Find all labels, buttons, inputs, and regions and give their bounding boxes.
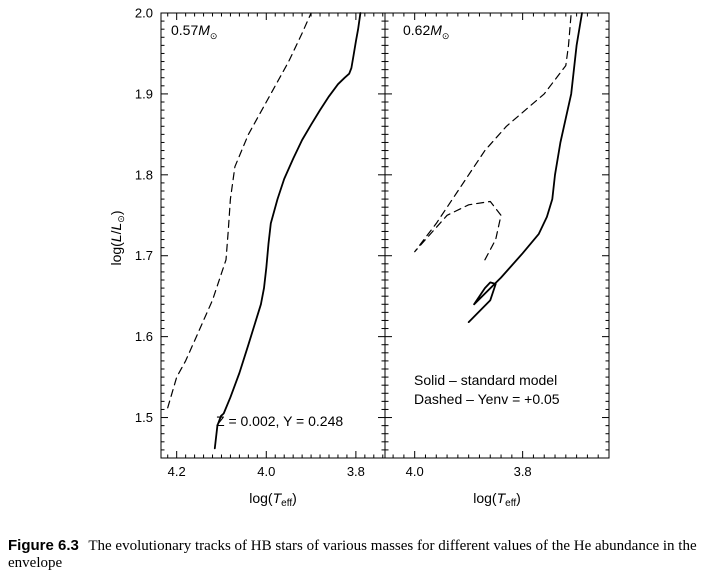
mass-label-left: 0.57M⊙ <box>171 22 217 41</box>
x-tick-label: 3.8 <box>514 464 532 479</box>
x-tick-label: 3.8 <box>347 464 365 479</box>
figure-label: Figure 6.3 <box>8 537 79 554</box>
y-tick-label: 1.9 <box>135 86 153 101</box>
mass-label-right: 0.62M⊙ <box>403 22 449 41</box>
x-axis-label-left: log(Teff) <box>249 490 297 509</box>
legend-solid-text: Solid – standard model <box>414 372 557 388</box>
y-tick-label: 1.7 <box>135 248 153 263</box>
x-tick-label: 4.0 <box>257 464 275 479</box>
dashed-track <box>167 12 312 409</box>
curves-right-panel <box>414 12 583 324</box>
solid-track <box>467 12 583 324</box>
x-axis-label-right: log(Teff) <box>473 490 521 509</box>
composition-annotation: Z = 0.002, Y = 0.248 <box>216 413 343 429</box>
x-tick-labels-right: 4.0 3.8 <box>406 464 532 479</box>
dashed-track <box>414 12 572 261</box>
legend-dashed-text: Dashed – Yenv = +0.05 <box>414 391 560 407</box>
x-tick-label: 4.0 <box>406 464 424 479</box>
ticks-right-panel <box>385 12 610 459</box>
y-tick-label: 1.5 <box>135 410 153 425</box>
y-tick-label: 1.8 <box>135 167 153 182</box>
caption-text: The evolutionary tracks of HB stars of v… <box>8 538 697 571</box>
ticks-left-panel <box>161 12 385 459</box>
x-tick-label: 4.2 <box>168 464 186 479</box>
panel-frame-left <box>160 12 386 459</box>
y-axis-label: log(L/L⊙) <box>108 210 126 265</box>
figure-svg: 1.5 1.6 1.7 1.8 1.9 2.0 4.2 4.0 3.8 4.0 3.8 0.57… <box>108 6 610 509</box>
figure-caption: Figure 6.3 The evolutionary tracks of HB… <box>8 537 708 572</box>
y-tick-label: 2.0 <box>135 6 153 21</box>
curves-left-panel <box>167 12 362 450</box>
y-tick-labels: 1.5 1.6 1.7 1.8 1.9 2.0 <box>135 6 153 426</box>
solid-track <box>213 12 362 450</box>
panel-frame-right <box>384 12 610 459</box>
x-tick-labels-left: 4.2 4.0 3.8 <box>168 464 365 479</box>
y-tick-label: 1.6 <box>135 329 153 344</box>
